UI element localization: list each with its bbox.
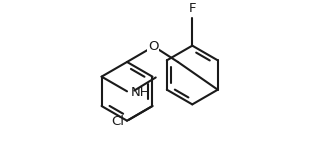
Text: F: F xyxy=(189,2,196,15)
Text: Cl: Cl xyxy=(111,115,124,128)
Text: NH: NH xyxy=(131,86,151,99)
Text: O: O xyxy=(148,40,159,53)
